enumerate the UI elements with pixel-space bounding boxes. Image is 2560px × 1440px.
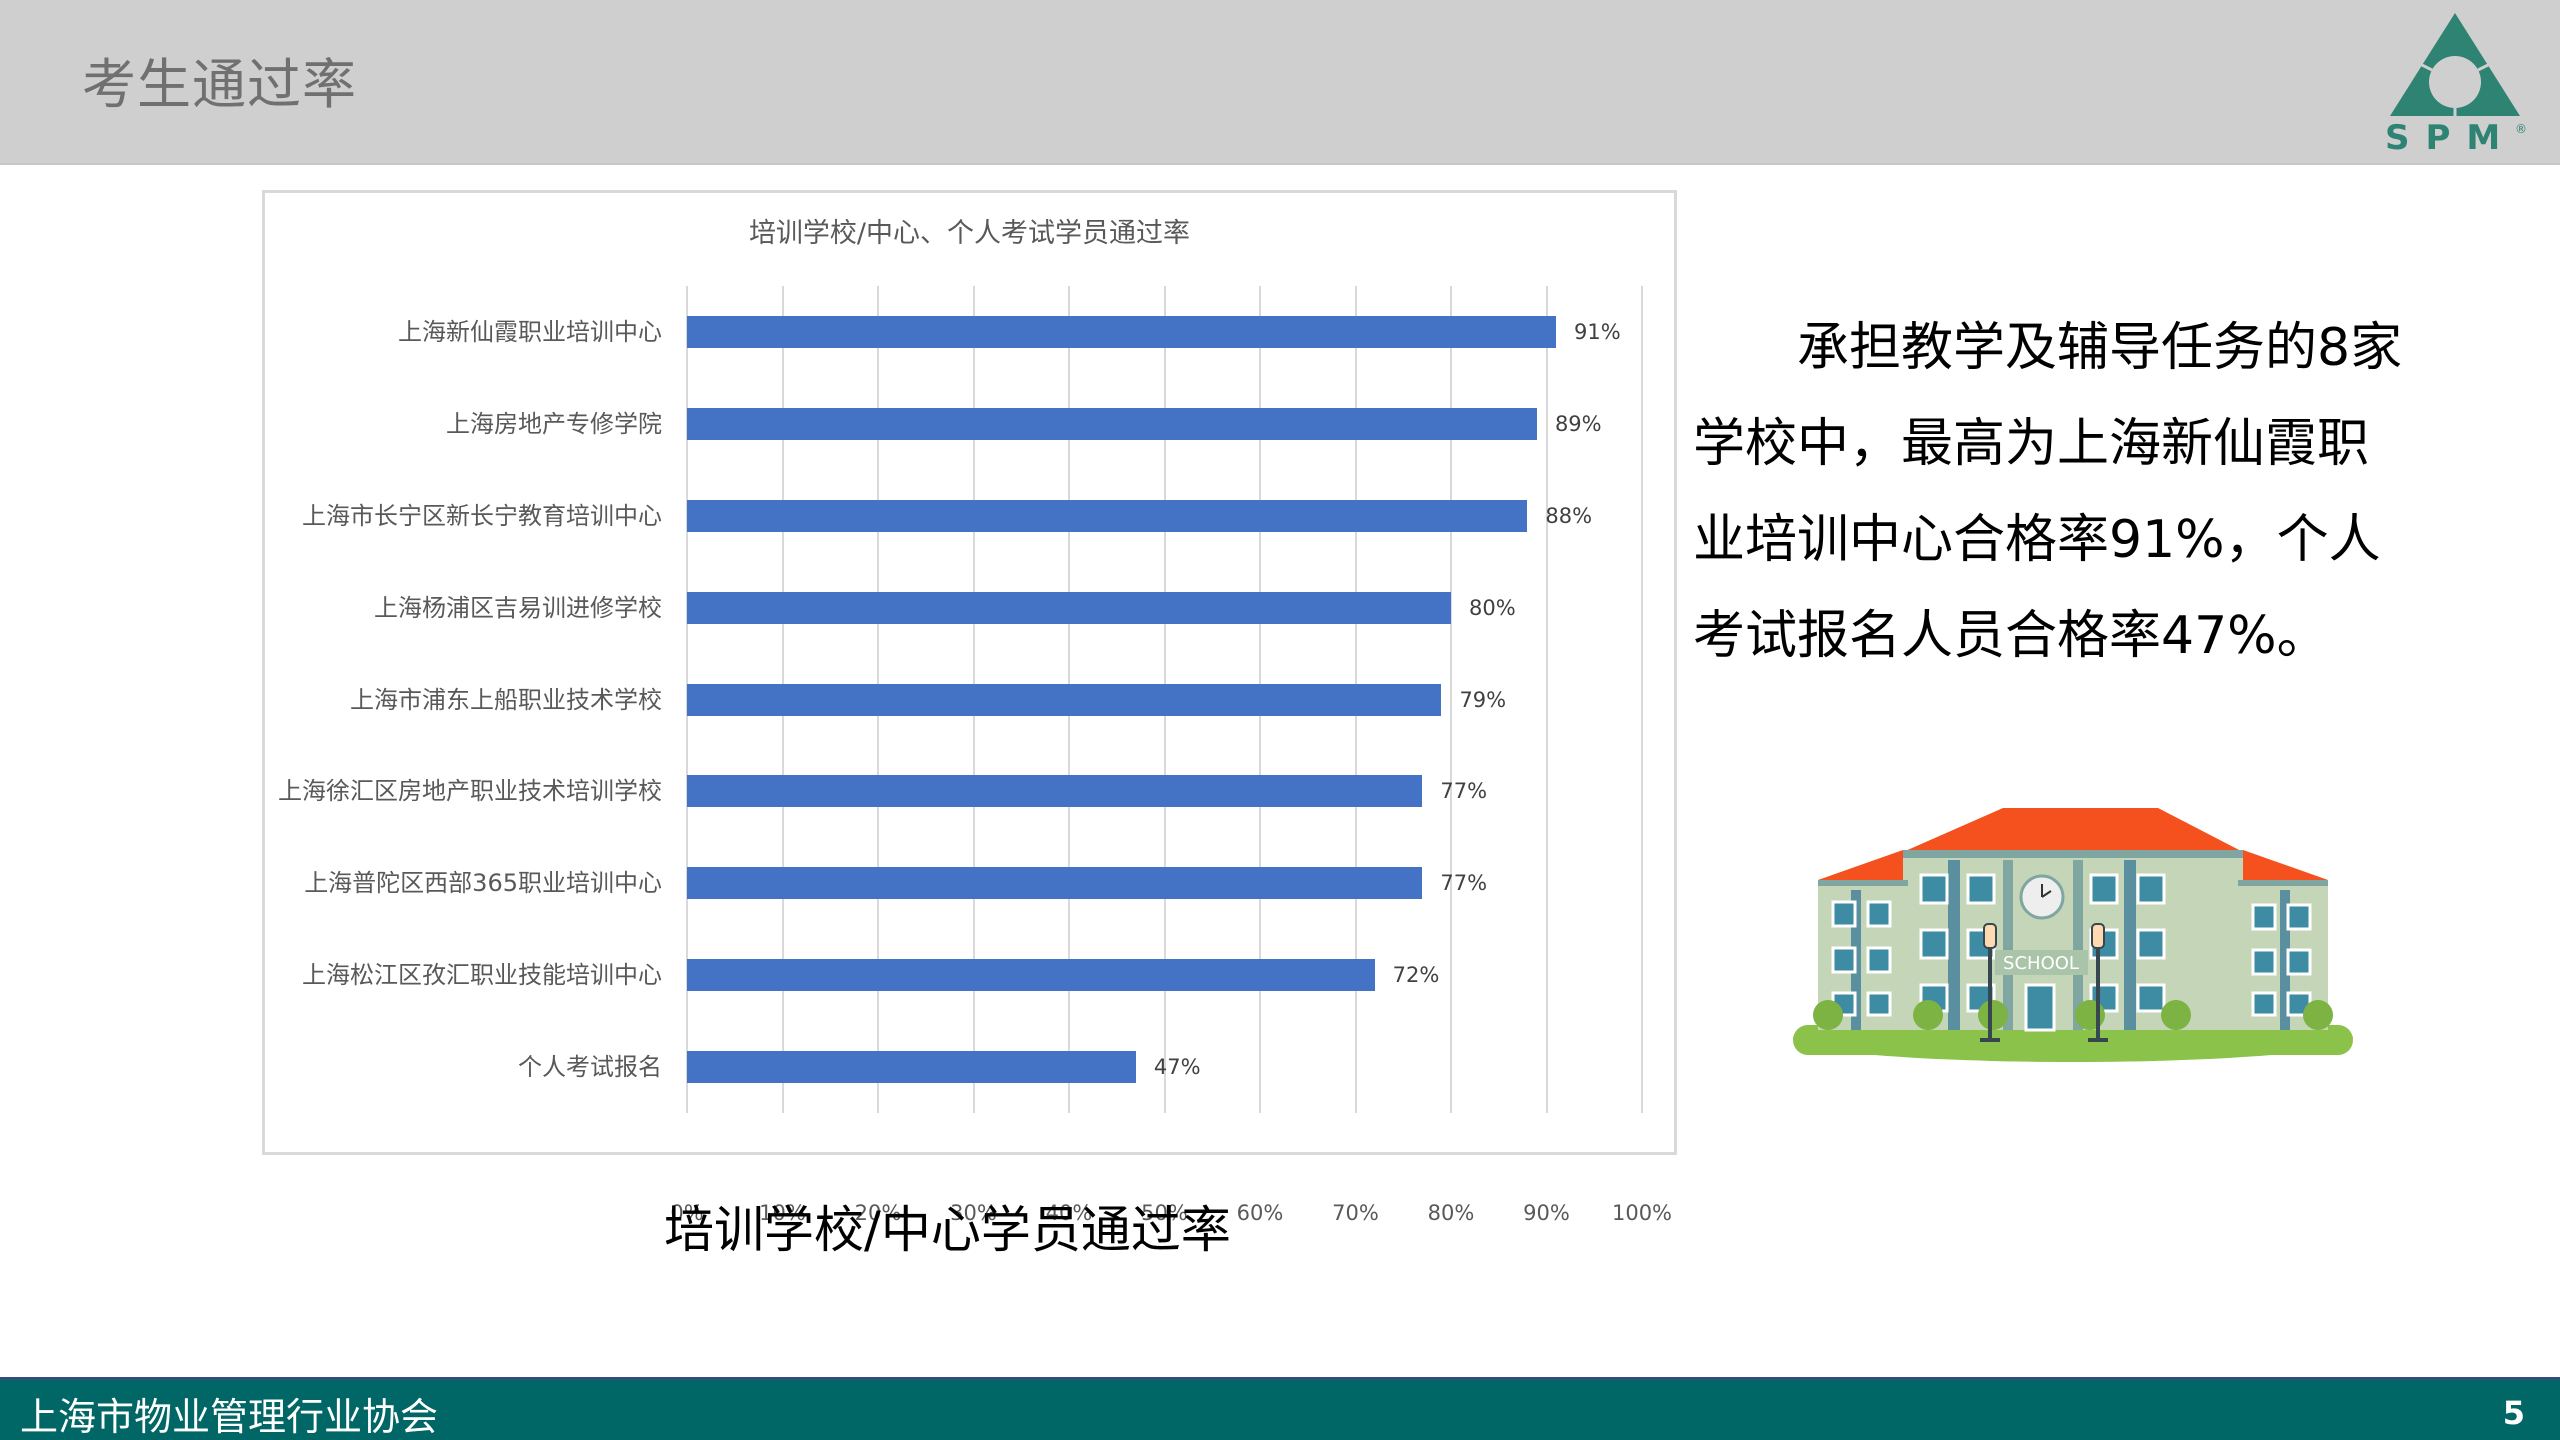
bar xyxy=(687,407,1537,440)
summary-text: 承担教学及辅导任务的8家学校中，最高为上海新仙霞职业培训中心合格率91%，个人考… xyxy=(1693,300,2413,684)
plot-area: 0% 10% 20% 30% 40% 50% 60% 70% 80% 90% 100% 上海新仙霞职业… xyxy=(278,286,1672,1225)
category-label: 上海杨浦区吉易训进修学校 xyxy=(374,593,662,622)
gridline xyxy=(1641,286,1643,1113)
gridline xyxy=(1545,286,1548,1113)
bar-value-label: 72% xyxy=(1392,963,1440,988)
bar xyxy=(687,499,1528,532)
bar-row: 上海房地产专修学院 89% xyxy=(446,407,1642,440)
bar xyxy=(687,959,1375,992)
bar xyxy=(687,775,1423,808)
bar xyxy=(687,683,1442,716)
bar-value-label: 79% xyxy=(1459,687,1507,712)
slide-header: 考生通过率 xyxy=(0,0,2560,165)
bar-value-label: 88% xyxy=(1545,503,1593,528)
bar-row: 个人考试报名 47% xyxy=(518,1051,1642,1084)
x-tick-label: 10% xyxy=(759,1201,806,1225)
x-tick-label: 90% xyxy=(1523,1201,1570,1225)
category-label: 上海普陀区西部365职业培训中心 xyxy=(304,869,662,898)
category-label: 上海市浦东上船职业技术学校 xyxy=(350,685,662,714)
registered-mark: ® xyxy=(2515,122,2527,136)
summary-paragraph: 承担教学及辅导任务的8家学校中，最高为上海新仙霞职业培训中心合格率91%，个人考… xyxy=(1693,318,2403,666)
x-tick-label: 50% xyxy=(1141,1201,1188,1225)
school-building-illustration: SCHOOL xyxy=(1793,808,2353,1062)
x-tick-label: 80% xyxy=(1427,1201,1475,1225)
bar-row: 上海杨浦区吉易训进修学校 80% xyxy=(374,591,1642,624)
school-sign: SCHOOL xyxy=(2003,953,2079,974)
bar-row: 上海市长宁区新长宁教育培训中心 88% xyxy=(302,499,1642,532)
bar xyxy=(687,315,1557,348)
bar-value-label: 47% xyxy=(1153,1055,1201,1080)
category-label: 上海房地产专修学院 xyxy=(446,409,662,438)
category-label: 上海徐汇区房地产职业技术培训学校 xyxy=(278,777,662,806)
bar-row: 上海新仙霞职业培训中心 91% xyxy=(398,315,1642,348)
bar xyxy=(687,867,1423,900)
bar xyxy=(687,591,1451,624)
bar-value-label: 89% xyxy=(1554,411,1602,436)
bar-chart: 培训学校/中心、个人考试学员通过率 0% 10% 20% 30% 40% 50% 60% 70… xyxy=(262,190,1677,1225)
slide-title: 考生通过率 xyxy=(82,53,357,116)
x-tick-label: 60% xyxy=(1236,1201,1284,1225)
bar-value-label: 91% xyxy=(1574,319,1621,344)
category-label: 上海松江区孜汇职业技能培训中心 xyxy=(302,961,662,990)
chart-title: 培训学校/中心、个人考试学员通过率 xyxy=(748,218,1191,249)
bar xyxy=(687,1051,1136,1084)
x-tick-label: 20% xyxy=(854,1201,902,1225)
bar-value-label: 80% xyxy=(1469,595,1516,620)
category-label: 上海新仙霞职业培训中心 xyxy=(398,317,662,346)
x-tick-label: 30% xyxy=(950,1201,997,1225)
bar-row: 上海市浦东上船职业技术学校 79% xyxy=(350,683,1642,716)
bar-value-label: 77% xyxy=(1440,871,1488,896)
category-label: 上海市长宁区新长宁教育培训中心 xyxy=(302,501,662,530)
bar-row: 上海普陀区西部365职业培训中心 77% xyxy=(304,867,1642,900)
x-tick-label: 70% xyxy=(1332,1201,1379,1225)
bar-row: 上海松江区孜汇职业技能培训中心 72% xyxy=(302,959,1642,992)
category-label: 个人考试报名 xyxy=(518,1053,662,1082)
bar-value-label: 77% xyxy=(1440,779,1488,804)
chart-caption: 培训学校/中心学员通过率 xyxy=(664,1201,1231,1259)
spm-logo-icon xyxy=(2390,13,2520,118)
page-number: 5 xyxy=(2502,1394,2525,1432)
x-tick-label: 100% xyxy=(1611,1201,1673,1225)
x-tick-label: 40% xyxy=(1045,1201,1093,1225)
bar-row: 上海徐汇区房地产职业技术培训学校 77% xyxy=(278,775,1642,808)
slide-footer: 上海市物业管理行业协会 5 xyxy=(0,1377,2560,1440)
logo-text: SPM xyxy=(2385,118,2517,158)
organization-name: 上海市物业管理行业协会 xyxy=(20,1395,439,1439)
gridline xyxy=(1450,286,1452,1113)
x-tick-label: 0% xyxy=(670,1201,704,1225)
